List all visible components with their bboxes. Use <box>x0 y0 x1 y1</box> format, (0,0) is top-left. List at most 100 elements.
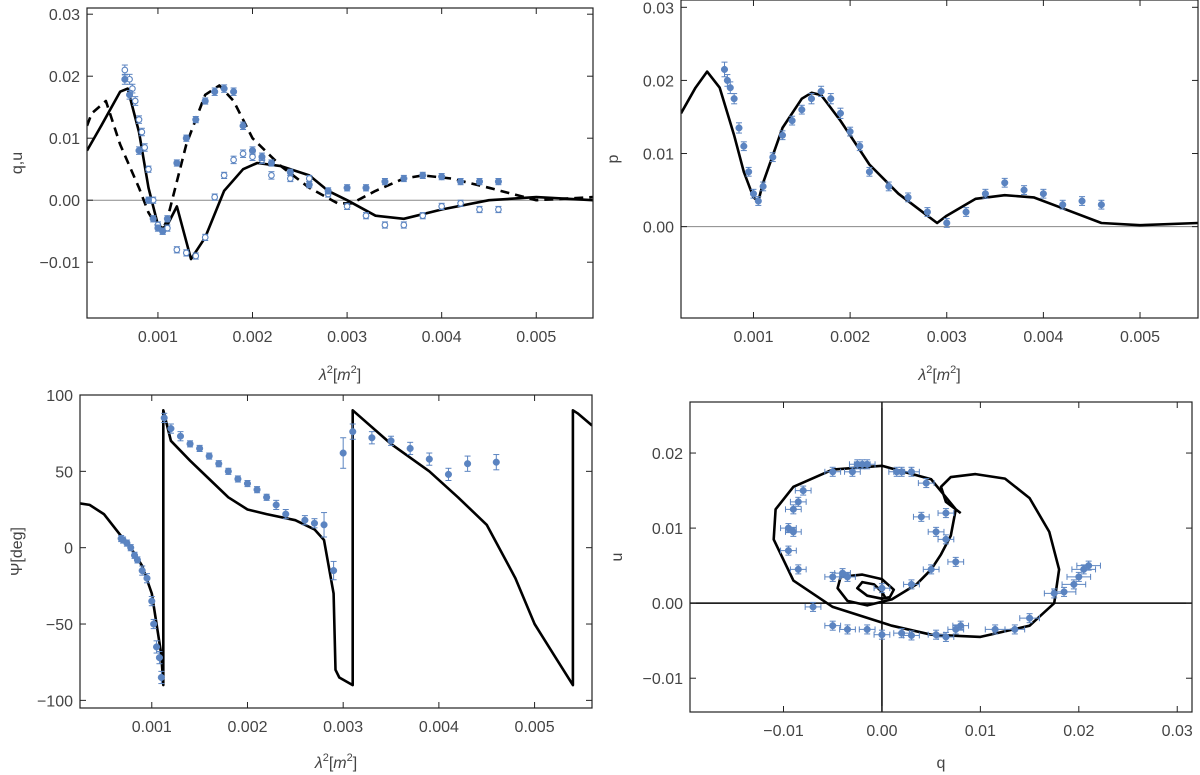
data-point <box>865 166 873 177</box>
data-point <box>310 518 319 529</box>
open-marker <box>141 144 149 151</box>
data-point <box>1001 177 1009 188</box>
data-point <box>368 431 376 445</box>
data-point <box>230 87 238 96</box>
data-point <box>817 85 825 97</box>
filled-marker <box>1039 190 1047 198</box>
data-point <box>144 196 153 204</box>
data-point <box>769 152 777 163</box>
data-point <box>230 155 237 165</box>
filled-marker <box>155 654 163 662</box>
data-point <box>1076 560 1101 571</box>
filled-marker <box>1080 565 1088 573</box>
filled-marker <box>769 153 777 161</box>
data-point <box>927 629 945 640</box>
open-marker <box>343 203 351 210</box>
data-point <box>324 187 332 195</box>
open-marker <box>138 128 146 136</box>
data-point <box>904 192 912 203</box>
filled-marker <box>211 88 219 96</box>
filled-marker <box>817 87 825 95</box>
y-tick-label: 100 <box>46 388 73 405</box>
plot-frame <box>86 7 594 319</box>
filled-marker <box>148 597 156 605</box>
filled-marker <box>438 173 446 181</box>
data-point <box>438 202 446 210</box>
data-point <box>234 475 242 483</box>
data-point <box>839 571 856 582</box>
filled-marker <box>186 440 194 448</box>
filled-marker <box>163 215 171 223</box>
filled-marker <box>853 460 861 468</box>
filled-marker <box>807 95 816 103</box>
data-point <box>339 437 347 469</box>
open-marker <box>145 165 152 173</box>
data-point <box>381 221 389 229</box>
filled-marker <box>387 437 395 445</box>
x-tick-label: 0.004 <box>422 329 462 346</box>
data-point <box>343 184 351 192</box>
data-point <box>149 215 157 223</box>
filled-marker <box>843 625 852 633</box>
data-point <box>495 205 502 214</box>
filled-marker <box>898 468 906 476</box>
data-point <box>856 141 864 152</box>
filled-marker <box>726 84 734 92</box>
data-point <box>1039 188 1047 199</box>
filled-marker <box>330 567 338 575</box>
data-point <box>182 249 190 257</box>
filled-marker <box>243 480 252 488</box>
filled-marker <box>230 88 238 96</box>
data-point <box>981 188 989 199</box>
data-point <box>947 624 965 635</box>
filled-marker <box>153 643 161 651</box>
filled-marker <box>121 75 129 83</box>
data-point <box>263 493 271 501</box>
data-point <box>788 115 796 126</box>
data-point <box>749 188 758 199</box>
data-point <box>903 579 920 590</box>
filled-marker <box>723 76 731 84</box>
open-marker <box>476 206 483 213</box>
open-marker <box>495 206 502 213</box>
filled-marker <box>952 625 960 633</box>
filled-marker <box>952 558 960 566</box>
data-point <box>381 178 389 186</box>
plot-area <box>772 459 1101 642</box>
data-point <box>984 624 1006 635</box>
data-point <box>824 466 842 477</box>
data-point <box>759 181 767 192</box>
data-point <box>438 173 446 181</box>
x-tick-label: 0.001 <box>138 329 178 346</box>
data-point <box>1004 624 1026 635</box>
open-marker <box>135 116 143 123</box>
data-point <box>258 152 266 162</box>
data-point <box>176 431 185 442</box>
filled-marker <box>133 556 141 564</box>
data-point <box>150 618 158 630</box>
data-point <box>1061 579 1087 590</box>
data-point <box>836 107 844 119</box>
data-point <box>912 511 930 522</box>
filled-marker <box>794 498 802 506</box>
data-point <box>923 207 931 217</box>
data-point <box>858 624 876 635</box>
y-tick-label: 0.00 <box>643 220 674 237</box>
filled-marker <box>196 444 204 452</box>
filled-marker <box>173 159 181 167</box>
filled-marker <box>368 434 376 442</box>
filled-marker <box>962 208 970 216</box>
data-point <box>400 174 408 183</box>
x-tick-label: 0.005 <box>515 719 555 736</box>
filled-marker <box>789 505 797 513</box>
filled-marker <box>907 580 916 588</box>
filled-marker <box>464 460 472 468</box>
data-point <box>937 631 955 642</box>
x-tick-label: 0.005 <box>1120 329 1160 346</box>
x-tick-label: 0.005 <box>516 329 556 346</box>
y-tick-label: −0.01 <box>40 255 81 272</box>
data-point <box>155 651 163 665</box>
x-tick-label: 0.01 <box>965 723 996 740</box>
filled-marker <box>788 117 796 125</box>
